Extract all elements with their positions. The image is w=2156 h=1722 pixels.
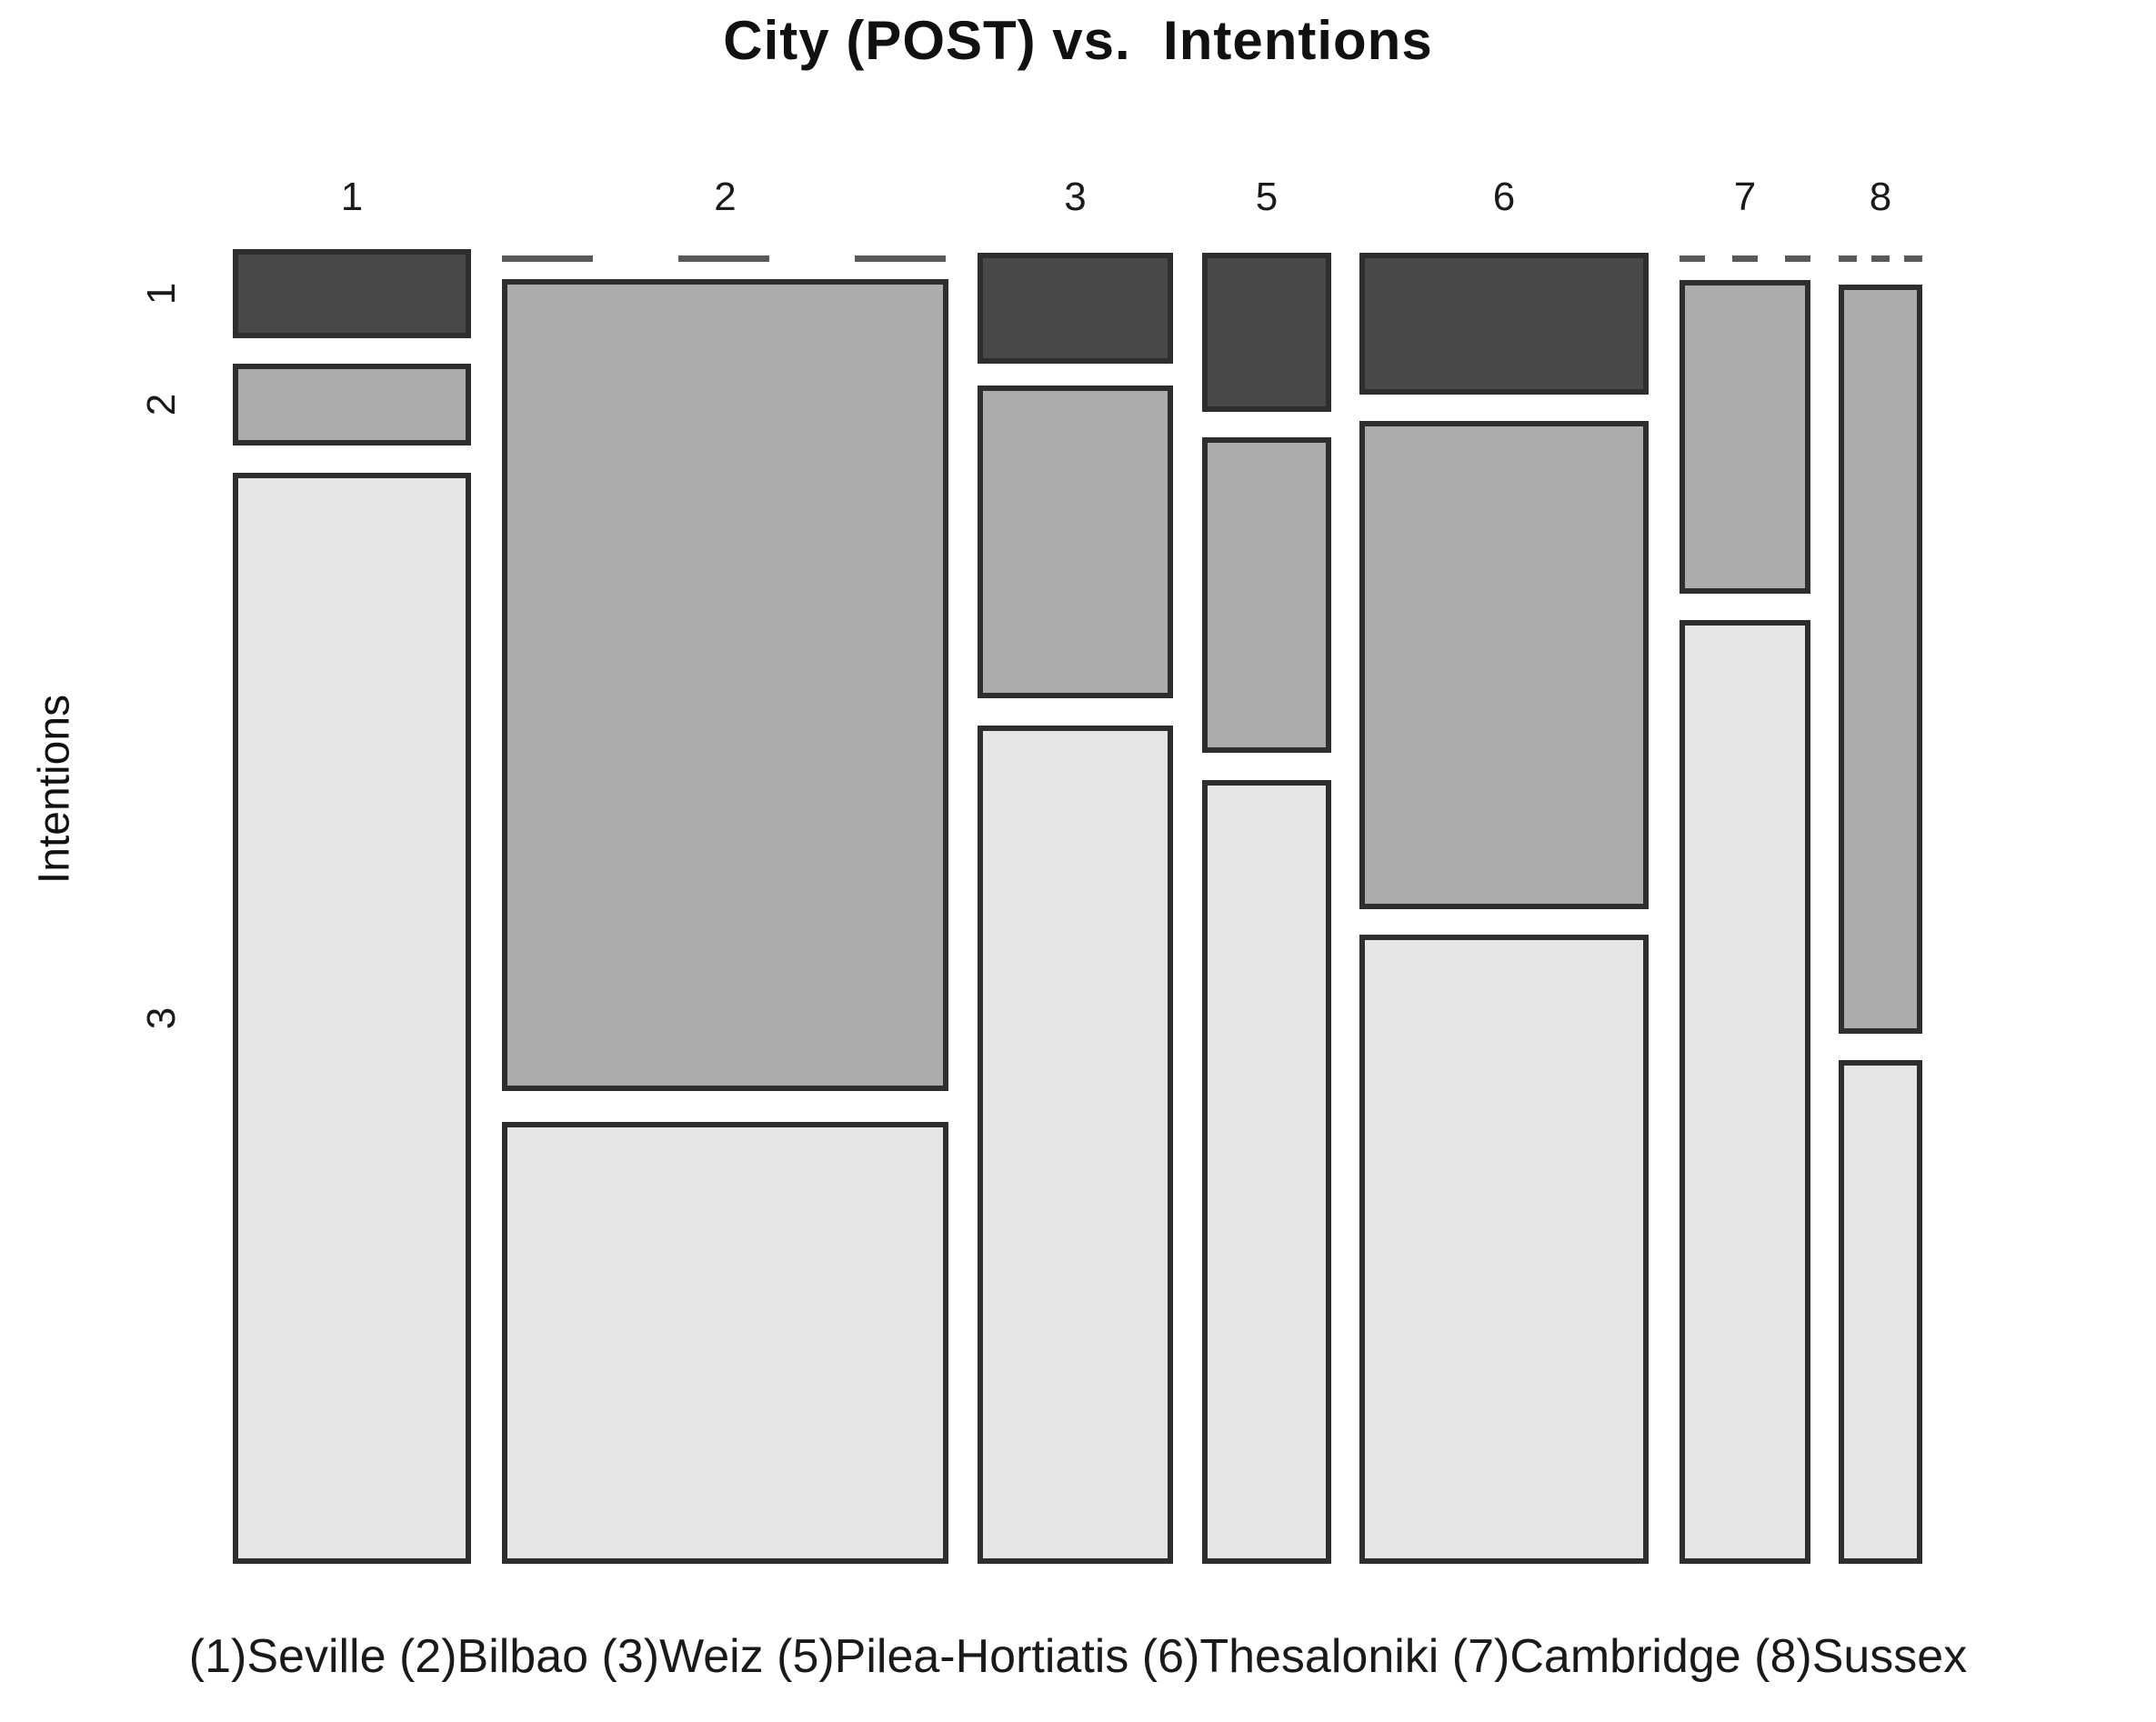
- mosaic-cell-city-1-intention-1: [233, 249, 471, 338]
- x-tick-label-city-8: 8: [1869, 175, 1892, 219]
- mosaic-cell-city-7-intention-3: [1680, 620, 1810, 1564]
- mosaic-cell-city-8-intention-3: [1839, 1060, 1922, 1564]
- y-axis-label-text: Intentions: [30, 694, 79, 885]
- zero-cell-dash-city-2: [502, 255, 948, 262]
- mosaic-cell-city-3-intention-1: [978, 253, 1173, 364]
- mosaic-cell-city-2-intention-3: [502, 1122, 948, 1564]
- x-tick-label-city-2: 2: [714, 175, 737, 219]
- mosaic-cell-city-7-intention-2: [1680, 280, 1810, 594]
- mosaic-cell-city-8-intention-2: [1839, 285, 1922, 1034]
- y-tick-label-intention-2: 2: [139, 393, 184, 416]
- mosaic-cell-city-3-intention-3: [978, 726, 1173, 1564]
- mosaic-cell-city-3-intention-2: [978, 385, 1173, 698]
- x-tick-label-city-1: 1: [340, 175, 364, 219]
- chart-title: City (POST) vs. Intentions: [723, 10, 1433, 71]
- y-tick-label-intention-3: 3: [139, 1006, 184, 1030]
- x-tick-label-city-5: 5: [1255, 175, 1279, 219]
- zero-cell-dash-city-8: [1839, 255, 1922, 262]
- y-tick-label-intention-1: 1: [139, 282, 184, 305]
- city-legend-caption: (1)Seville (2)Bilbao (3)Weiz (5)Pilea-Ho…: [188, 1630, 1968, 1683]
- mosaic-cell-city-5-intention-3: [1202, 780, 1331, 1564]
- zero-cell-dash-city-7: [1680, 255, 1810, 262]
- mosaic-cell-city-5-intention-1: [1202, 253, 1331, 412]
- mosaic-cell-city-2-intention-2: [502, 279, 948, 1091]
- x-tick-label-city-7: 7: [1733, 175, 1757, 219]
- mosaic-cell-city-1-intention-2: [233, 364, 471, 446]
- mosaic-cell-city-1-intention-3: [233, 473, 471, 1564]
- x-tick-label-city-6: 6: [1492, 175, 1516, 219]
- mosaic-cell-city-6-intention-2: [1359, 421, 1649, 909]
- mosaic-cell-city-6-intention-1: [1359, 253, 1649, 395]
- x-tick-label-city-3: 3: [1064, 175, 1087, 219]
- mosaic-cell-city-5-intention-2: [1202, 437, 1331, 753]
- mosaic-cell-city-6-intention-3: [1359, 935, 1649, 1564]
